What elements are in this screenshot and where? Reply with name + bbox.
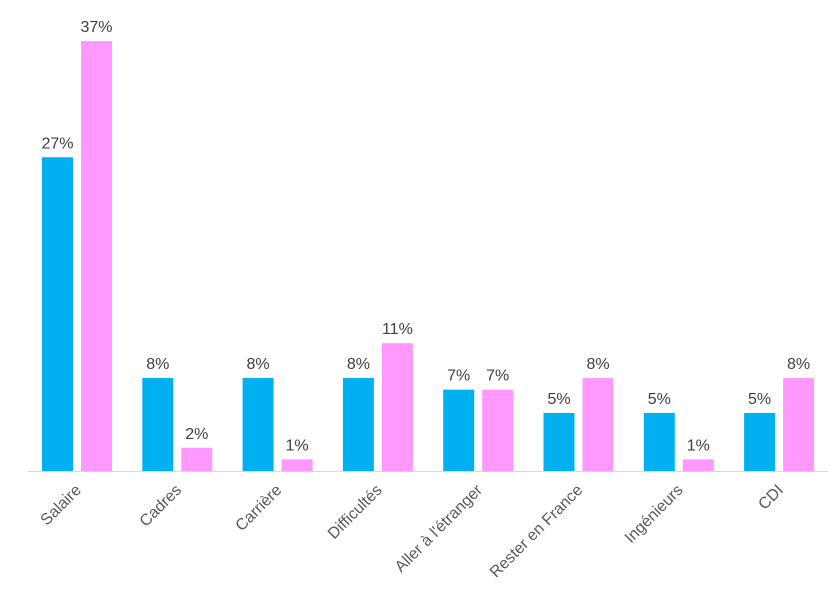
- bar-series-2-7: [783, 378, 815, 471]
- bar-series-1-0: [42, 157, 73, 471]
- bar-series-2-2: [281, 459, 313, 471]
- bar-series-1-3: [342, 378, 374, 471]
- bar-series-1-1: [142, 378, 174, 471]
- data-label-series-2-2: 1%: [286, 437, 309, 454]
- bar-series-1-5: [543, 412, 575, 471]
- data-label-series-2-5: 8%: [586, 356, 609, 373]
- data-label-series-2-1: 2%: [185, 426, 208, 443]
- data-label-series-1-0: 27%: [41, 135, 73, 152]
- data-label-series-1-7: 5%: [748, 391, 771, 408]
- data-label-series-2-4: 7%: [486, 368, 509, 385]
- data-labels-group: 27% 37% 8% 2% 8% 1% 8% 11% 7% 7% 5% 8% 5% 1% 5% 8%: [41, 19, 810, 454]
- bar-series-2-3: [381, 343, 413, 471]
- data-label-series-2-0: 37%: [80, 19, 112, 36]
- data-label-series-1-4: 7%: [447, 368, 470, 385]
- category-labels-group: Salaire Cadres Carrière Difficultés Aller à …: [38, 481, 787, 581]
- category-label-5: Rester en France: [487, 482, 586, 581]
- category-label-2: Carrière: [233, 482, 286, 535]
- bar-series-2-1: [181, 447, 213, 471]
- bar-series-2-0: [81, 41, 112, 472]
- data-label-series-1-2: 8%: [247, 356, 270, 373]
- bar-series-1-7: [744, 412, 776, 471]
- category-label-4: Aller à l'étranger: [392, 481, 487, 576]
- category-label-3: Difficultés: [325, 482, 386, 543]
- data-label-series-2-7: 8%: [787, 356, 810, 373]
- category-label-6: Ingénieurs: [622, 482, 687, 547]
- category-label-7: CDI: [755, 482, 787, 514]
- bar-series-2-4: [482, 389, 514, 471]
- data-label-series-1-3: 8%: [347, 356, 370, 373]
- data-label-series-2-3: 11%: [382, 321, 413, 338]
- bar-series-2-6: [682, 459, 714, 471]
- bar-series-2-5: [582, 378, 614, 471]
- bar-series-1-4: [443, 389, 475, 471]
- data-label-series-2-6: 1%: [687, 437, 710, 454]
- data-label-series-1-1: 8%: [146, 356, 169, 373]
- data-label-series-1-6: 5%: [648, 391, 671, 408]
- bar-series-1-6: [643, 412, 675, 471]
- category-label-1: Cadres: [137, 482, 185, 530]
- bars-group: [42, 41, 815, 472]
- bar-series-1-2: [242, 378, 274, 471]
- category-label-0: Salaire: [38, 482, 85, 529]
- data-label-series-1-5: 5%: [547, 391, 570, 408]
